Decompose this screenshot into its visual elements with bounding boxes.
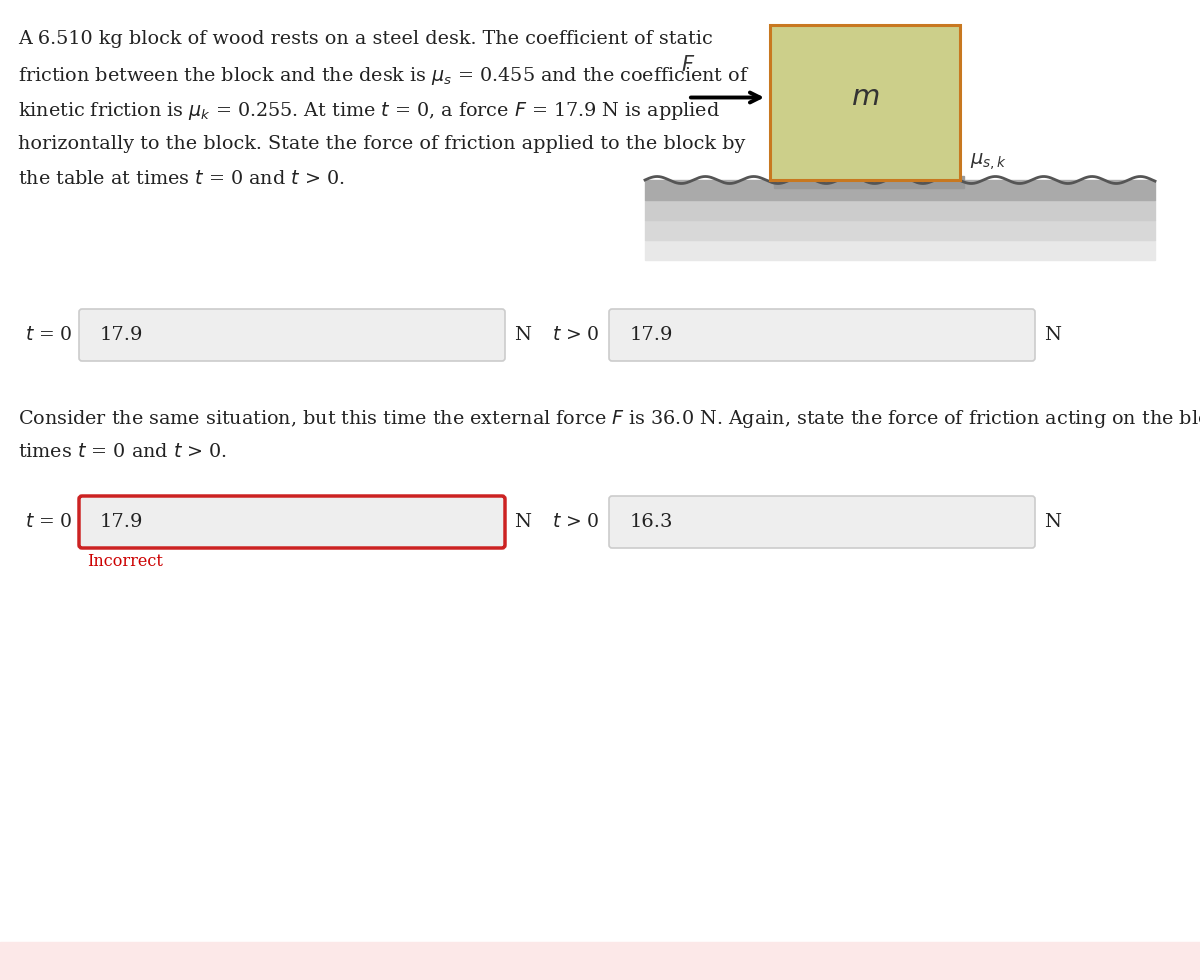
Text: $F$: $F$ xyxy=(682,56,695,75)
Text: $t$ > 0: $t$ > 0 xyxy=(552,326,600,344)
Bar xyxy=(646,220,1154,240)
Text: $t$ = 0: $t$ = 0 xyxy=(25,513,73,531)
Bar xyxy=(646,200,1154,220)
FancyBboxPatch shape xyxy=(79,496,505,548)
Text: 17.9: 17.9 xyxy=(100,326,144,344)
Text: 17.9: 17.9 xyxy=(100,513,144,531)
FancyBboxPatch shape xyxy=(610,496,1034,548)
Text: N: N xyxy=(514,513,530,531)
FancyBboxPatch shape xyxy=(610,309,1034,361)
Text: 17.9: 17.9 xyxy=(630,326,673,344)
Bar xyxy=(770,25,960,180)
Bar xyxy=(774,176,964,188)
Text: horizontally to the block. State the force of friction applied to the block by: horizontally to the block. State the for… xyxy=(18,135,745,153)
Text: N: N xyxy=(514,326,530,344)
Text: $t$ = 0: $t$ = 0 xyxy=(25,326,73,344)
FancyBboxPatch shape xyxy=(79,309,505,361)
Text: $m$: $m$ xyxy=(851,83,880,112)
Text: A 6.510 kg block of wood rests on a steel desk. The coefficient of static: A 6.510 kg block of wood rests on a stee… xyxy=(18,30,713,48)
Text: 16.3: 16.3 xyxy=(630,513,673,531)
Bar xyxy=(646,180,1154,200)
Text: Incorrect: Incorrect xyxy=(88,553,163,570)
Text: $t$ > 0: $t$ > 0 xyxy=(552,513,600,531)
Text: times $t$ = 0 and $t$ > 0.: times $t$ = 0 and $t$ > 0. xyxy=(18,443,227,461)
Text: N: N xyxy=(1044,513,1061,531)
Text: Consider the same situation, but this time the external force $F$ is 36.0 N. Aga: Consider the same situation, but this ti… xyxy=(18,408,1200,430)
Text: kinetic friction is $\mu_k$ = 0.255. At time $t$ = 0, a force $F$ = 17.9 N is ap: kinetic friction is $\mu_k$ = 0.255. At … xyxy=(18,100,720,122)
Text: N: N xyxy=(1044,326,1061,344)
Bar xyxy=(0,942,1200,980)
Text: the table at times $t$ = 0 and $t$ > 0.: the table at times $t$ = 0 and $t$ > 0. xyxy=(18,170,344,188)
Bar xyxy=(646,240,1154,260)
Text: friction between the block and the desk is $\mu_s$ = 0.455 and the coefficient o: friction between the block and the desk … xyxy=(18,65,750,87)
Text: $\mu_{s,k}$: $\mu_{s,k}$ xyxy=(970,151,1007,172)
